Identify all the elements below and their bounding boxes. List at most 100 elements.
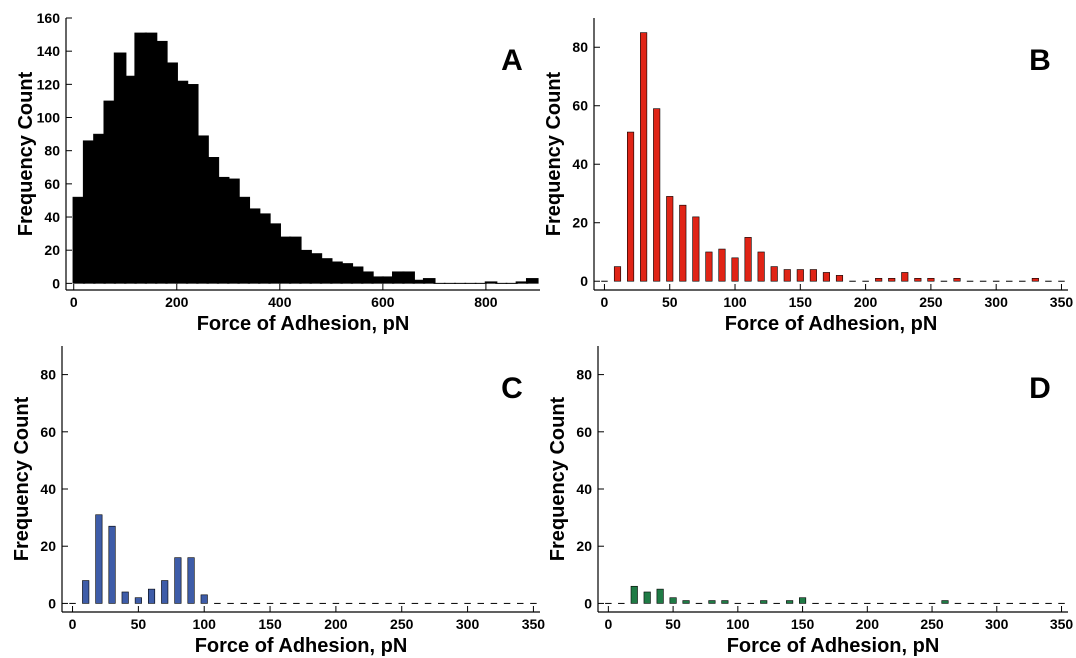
histogram-bar (613, 266, 622, 282)
x-tick-label: 300 (985, 616, 1009, 632)
histogram-bar (640, 32, 648, 282)
x-tick-label: 200 (854, 294, 878, 310)
x-tick-label: 400 (268, 294, 292, 310)
y-tick-label: 160 (37, 10, 61, 26)
x-tick-label: 250 (919, 294, 943, 310)
x-tick-label: 350 (1050, 294, 1074, 310)
histogram-bar (108, 525, 116, 604)
y-axis-title: Frequency Count (11, 396, 33, 561)
histogram-bar (875, 278, 883, 282)
x-tick-label: 350 (522, 616, 546, 632)
panel-letter: C (501, 372, 523, 405)
panel-c-histogram: 0 20 40 60 80 0 50 100 150 200 250 300 350 Force of A… (11, 346, 545, 657)
x-axis-title: Force of Adhesion, pN (197, 313, 410, 335)
panel-b-histogram: 0 20 40 60 80 0 50 100 150 200 250 300 350 Force of A… (543, 18, 1073, 335)
y-tick-label: 80 (40, 367, 56, 383)
histogram-bar (161, 580, 169, 604)
x-tick-label: 800 (474, 294, 498, 310)
histogram-bar (666, 196, 674, 282)
x-tick-label: 50 (662, 294, 678, 310)
histogram-bar (757, 251, 765, 282)
x-axis-title: Force of Adhesion, pN (725, 313, 938, 335)
panel-letter: A (501, 44, 523, 77)
x-tick-label: 0 (70, 294, 78, 310)
y-tick-label: 20 (44, 242, 60, 258)
x-tick-label: 100 (193, 616, 217, 632)
y-tick-label: 40 (572, 156, 588, 172)
histogram-bar (809, 269, 817, 282)
panel-d-histogram: 0 20 40 60 80 0 50 100 150 200 250 300 350 Force of A… (547, 346, 1073, 657)
histogram-bar (147, 588, 156, 604)
histogram-bar (402, 271, 415, 284)
histogram-bar (525, 278, 539, 284)
x-tick-label: 300 (456, 616, 480, 632)
x-tick-label: 300 (985, 294, 1009, 310)
histogram-bar (835, 275, 844, 282)
x-tick-label: 350 (1050, 616, 1074, 632)
histogram-bar (783, 269, 791, 282)
y-tick-label: 40 (576, 481, 592, 497)
histogram-bar (953, 278, 961, 282)
y-tick-label: 40 (40, 481, 56, 497)
panel-letter: B (1029, 44, 1051, 77)
y-tick-label: 20 (572, 215, 588, 231)
y-axis-title: Frequency Count (543, 71, 565, 236)
x-tick-label: 100 (723, 294, 747, 310)
histogram-bar (134, 597, 142, 604)
y-tick-label: 0 (584, 595, 592, 611)
y-tick-label: 0 (52, 275, 60, 291)
y-tick-label: 60 (40, 424, 56, 440)
y-tick-label: 60 (576, 424, 592, 440)
histogram-bar (627, 131, 635, 282)
y-tick-label: 0 (48, 595, 56, 611)
histogram-bar (731, 257, 739, 282)
x-tick-label: 100 (726, 616, 750, 632)
y-tick-label: 80 (576, 367, 592, 383)
histogram-bar (1031, 278, 1039, 282)
histogram-bar (708, 600, 716, 604)
y-tick-label: 0 (580, 273, 588, 289)
histogram-bar (484, 281, 498, 284)
histogram-bar (770, 266, 778, 282)
histogram-bar (760, 600, 768, 604)
x-axis-title: Force of Adhesion, pN (195, 635, 408, 657)
histogram-bar (174, 557, 182, 604)
histogram-bar (95, 514, 103, 604)
histogram-bar (422, 278, 436, 284)
histogram-bar (692, 216, 700, 282)
x-tick-label: 0 (604, 616, 612, 632)
panel-a-histogram: 0 20 40 60 80 100 120 140 160 0 200 400 600 800 Force … (15, 10, 540, 335)
histogram-bar (718, 248, 726, 282)
histogram-bar (656, 588, 664, 604)
histogram-bar (705, 251, 713, 282)
y-axis-title: Frequency Count (15, 71, 37, 236)
histogram-bar (682, 600, 690, 604)
histogram-bar (799, 597, 807, 604)
histogram-bar (721, 600, 729, 604)
histogram-bar (200, 594, 208, 604)
histogram-bar (187, 557, 195, 604)
y-tick-label: 80 (44, 143, 60, 159)
x-tick-label: 200 (165, 294, 189, 310)
histogram-bar (786, 600, 794, 604)
x-tick-label: 150 (791, 616, 815, 632)
x-tick-label: 250 (920, 616, 944, 632)
x-tick-label: 200 (324, 616, 348, 632)
x-axis-title: Force of Adhesion, pN (727, 635, 940, 657)
y-tick-label: 60 (572, 98, 588, 114)
x-tick-label: 600 (371, 294, 395, 310)
histogram-bar (927, 278, 935, 282)
x-tick-label: 200 (856, 616, 880, 632)
y-tick-label: 140 (37, 43, 61, 59)
y-tick-label: 120 (37, 76, 61, 92)
histogram-bar (888, 278, 896, 282)
x-tick-label: 150 (789, 294, 813, 310)
histogram-bar (82, 580, 90, 604)
histogram-bar (121, 591, 129, 604)
x-tick-label: 50 (131, 616, 147, 632)
x-tick-label: 0 (601, 294, 609, 310)
x-tick-label: 0 (69, 616, 77, 632)
histogram-bar (744, 237, 752, 282)
histogram-bar (679, 204, 687, 282)
